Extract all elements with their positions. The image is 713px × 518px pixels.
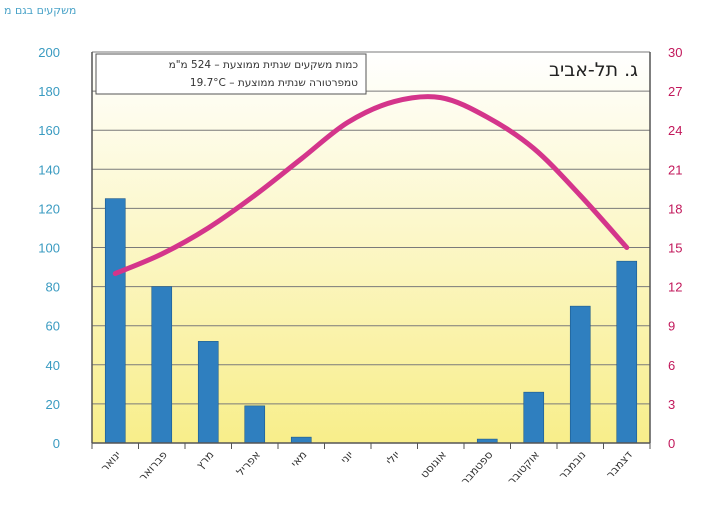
annotation-box: כמות משקעים שנתית ממוצעת – 524 מ"מ טמפרט… — [95, 53, 367, 95]
axes — [91, 52, 651, 449]
left-tick-label: 160 — [38, 123, 60, 138]
left-tick-label: 200 — [38, 45, 60, 60]
left-tick-label: 0 — [53, 436, 60, 451]
left-tick-label: 80 — [46, 280, 60, 295]
precip-bar — [104, 198, 126, 444]
month-label: יולי — [383, 448, 402, 467]
right-tick-label: 21 — [668, 162, 682, 177]
month-label: ספטמבר — [458, 448, 495, 487]
month-label: נובמבר — [556, 448, 588, 482]
month-label: אפריל — [234, 448, 263, 478]
annotation-precipitation: כמות משקעים שנתית ממוצעת – 524 מ"מ — [169, 59, 358, 71]
month-label: אוגוסט — [418, 448, 449, 481]
left-tick-label: 180 — [38, 84, 60, 99]
month-label: ינואר — [98, 448, 123, 474]
right-tick-label: 3 — [668, 397, 675, 412]
right-tick-label: 27 — [668, 84, 682, 99]
precip-bar — [197, 341, 219, 444]
month-label: אוקטובר — [505, 448, 542, 487]
right-tick-label: 6 — [668, 358, 675, 373]
month-label: פברואר — [136, 448, 170, 484]
right-tick-label: 9 — [668, 319, 675, 334]
precip-bar — [290, 436, 312, 444]
right-tick-label: 24 — [668, 123, 682, 138]
right-tick-label: 0 — [668, 436, 675, 451]
left-tick-label: 60 — [46, 319, 60, 334]
temperature-line — [112, 94, 630, 277]
left-tick-label: 40 — [46, 358, 60, 373]
left-tick-label: 20 — [46, 397, 60, 412]
right-tick-label: 30 — [668, 45, 682, 60]
left-tick-label: 140 — [38, 162, 60, 177]
right-tick-label: 15 — [668, 241, 682, 256]
right-tick-label: 18 — [668, 201, 682, 216]
left-tick-label: 100 — [38, 241, 60, 256]
corner-caption: משקעים בגם מ — [4, 4, 77, 17]
month-label: מרץ — [194, 448, 217, 471]
precip-bar — [616, 260, 638, 444]
left-tick-label: 120 — [38, 201, 60, 216]
precip-bar — [569, 305, 591, 444]
month-label: דצמבר — [604, 448, 635, 481]
temperature-curve — [112, 94, 630, 277]
right-tick-label: 12 — [668, 280, 682, 295]
precip-bar — [523, 391, 545, 444]
month-label: יוני — [338, 448, 356, 466]
annotation-temperature: טמפרטורה שנתית ממוצעת – 19.7°C — [190, 77, 358, 89]
precip-bar — [151, 286, 173, 444]
month-label: מאי — [288, 448, 309, 470]
chart-title: ג. תל-אביב — [549, 59, 638, 81]
precipitation-bars — [104, 198, 638, 444]
annotation-frame — [95, 53, 367, 95]
precip-bar — [244, 405, 266, 444]
